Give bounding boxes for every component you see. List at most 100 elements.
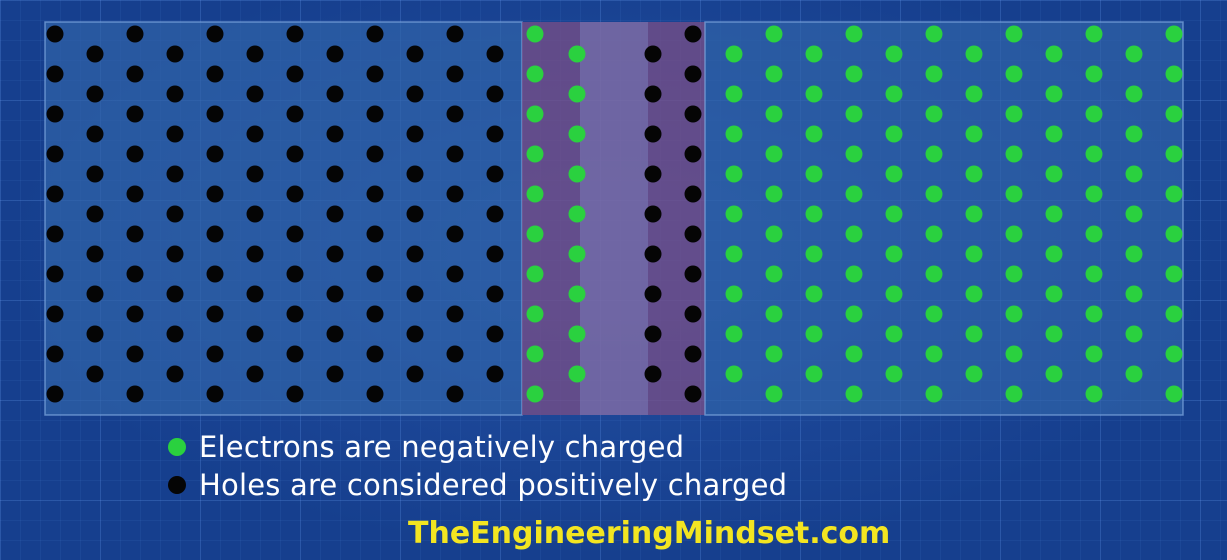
electron-dot [805, 245, 823, 263]
electron-dot [925, 25, 943, 43]
hole-dot [46, 185, 64, 203]
electron-dot [568, 125, 586, 143]
hole-dot [46, 145, 64, 163]
hole-dot [126, 385, 144, 403]
hole-dot [166, 85, 184, 103]
electron-dot [1045, 365, 1063, 383]
electron-dot [725, 85, 743, 103]
hole-dot [206, 385, 224, 403]
hole-dot [486, 165, 504, 183]
hole-dot [126, 145, 144, 163]
hole-dot [86, 365, 104, 383]
electron-dot [526, 225, 544, 243]
electron-dot [725, 165, 743, 183]
hole-dot [446, 145, 464, 163]
hole-dot [246, 285, 264, 303]
hole-dot [684, 265, 702, 283]
hole-dot [326, 45, 344, 63]
electron-dot [1165, 145, 1183, 163]
electron-dot [1085, 345, 1103, 363]
electron-dot [1125, 85, 1143, 103]
electron-dot [1045, 205, 1063, 223]
electron-dot [805, 205, 823, 223]
electron-dot [965, 125, 983, 143]
electron-dot [845, 265, 863, 283]
electron-dot [765, 265, 783, 283]
hole-dot [166, 125, 184, 143]
legend-holes-label: Holes are considered positively charged [199, 468, 788, 502]
hole-dot [644, 85, 662, 103]
hole-dot [46, 305, 64, 323]
electron-dot [1165, 25, 1183, 43]
hole-dot [684, 185, 702, 203]
legend-item-electrons: Electrons are negatively charged [168, 430, 868, 464]
electron-dot [1005, 385, 1023, 403]
electron-dot [845, 185, 863, 203]
electron-dot [568, 245, 586, 263]
legend-electrons-label: Electrons are negatively charged [199, 430, 685, 464]
electron-dot [1085, 265, 1103, 283]
electron-dot [1045, 165, 1063, 183]
hole-dot [684, 305, 702, 323]
hole-dot [406, 165, 424, 183]
hole-dot [166, 165, 184, 183]
electron-dot [1085, 305, 1103, 323]
electron-dot [765, 145, 783, 163]
electron-dot [765, 345, 783, 363]
electron-dot [765, 65, 783, 83]
electron-dot [1085, 385, 1103, 403]
electron-dot [1005, 225, 1023, 243]
hole-dot [684, 345, 702, 363]
electron-dot [1125, 365, 1143, 383]
hole-dot [286, 345, 304, 363]
electron-dot [1005, 305, 1023, 323]
electron-dot [1125, 325, 1143, 343]
electron-dot [1125, 245, 1143, 263]
hole-dot [126, 65, 144, 83]
hole-dot [86, 285, 104, 303]
n-type-region [704, 21, 1184, 416]
electron-dot [1005, 265, 1023, 283]
electron-dot [885, 245, 903, 263]
hole-dot [166, 285, 184, 303]
hole-dot [246, 205, 264, 223]
hole-dot [166, 245, 184, 263]
electron-dot [725, 125, 743, 143]
hole-dot [286, 65, 304, 83]
electron-dot [725, 365, 743, 383]
electron-dot [805, 45, 823, 63]
electron-dot [885, 125, 903, 143]
electron-dot [885, 205, 903, 223]
hole-dot [286, 145, 304, 163]
hole-dot [406, 365, 424, 383]
electron-dot [845, 105, 863, 123]
hole-dot [46, 345, 64, 363]
hole-dot [326, 365, 344, 383]
electron-dot [1165, 105, 1183, 123]
electron-dot [885, 165, 903, 183]
electron-dot [526, 65, 544, 83]
hole-dot [446, 305, 464, 323]
hole-dot [366, 385, 384, 403]
hole-dot [446, 105, 464, 123]
electron-dot [1085, 145, 1103, 163]
electron-dot [1125, 285, 1143, 303]
electron-dot [805, 365, 823, 383]
electron-dot [885, 45, 903, 63]
electron-dot [1005, 185, 1023, 203]
hole-dot [406, 245, 424, 263]
electron-dot [845, 65, 863, 83]
electron-dot [1165, 225, 1183, 243]
hole-dot [246, 325, 264, 343]
hole-dot [446, 385, 464, 403]
electron-dot [1005, 25, 1023, 43]
electron-dot [568, 285, 586, 303]
electron-dot [568, 85, 586, 103]
hole-dot [446, 225, 464, 243]
electron-dot [526, 385, 544, 403]
electron-dot [885, 365, 903, 383]
electron-dot [526, 185, 544, 203]
hole-dot [166, 325, 184, 343]
hole-dot [366, 345, 384, 363]
hole-dot [126, 345, 144, 363]
